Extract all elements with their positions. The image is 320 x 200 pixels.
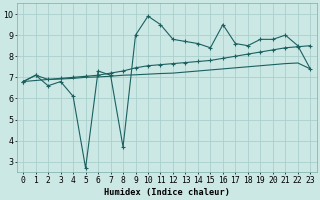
X-axis label: Humidex (Indice chaleur): Humidex (Indice chaleur) — [104, 188, 230, 197]
